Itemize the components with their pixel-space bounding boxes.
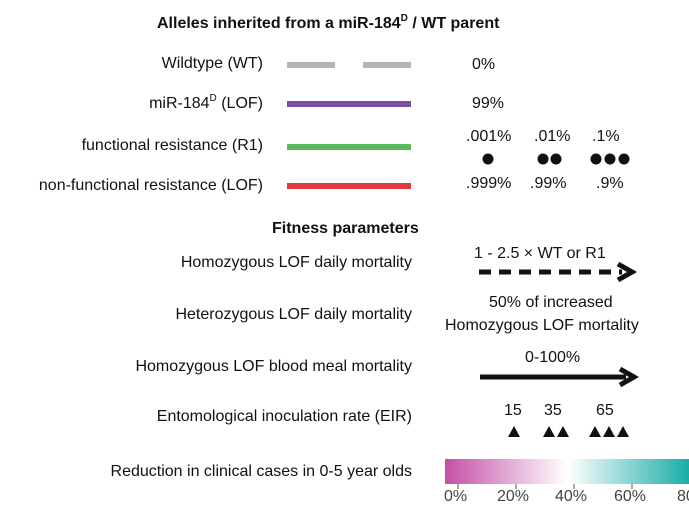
fitness-value-heterozygous-line1: 50% of increased <box>489 294 613 311</box>
solid-arrow-head <box>618 366 640 388</box>
triangle-3c <box>617 426 629 437</box>
triangle-2a <box>543 426 555 437</box>
triangle-2b <box>557 426 569 437</box>
mir184d-line <box>287 101 411 107</box>
colorbar-tick-label-40: 40% <box>555 488 588 505</box>
colorbar-gradient <box>445 459 689 484</box>
allele-label-functional-resistance: functional resistance (R1) <box>81 137 263 154</box>
wildtype-dashed-line <box>287 62 411 68</box>
resistance-bottom-3: .9% <box>596 175 624 192</box>
fitness-value-heterozygous-line2: Homozygous LOF mortality <box>445 317 639 334</box>
functional-resistance-line <box>287 144 411 150</box>
colorbar-tick-label-20: 20% <box>497 488 530 505</box>
fitness-value-homozygous-daily: 1 - 2.5 × WT or R1 <box>474 245 606 262</box>
resistance-top-1: .001% <box>466 128 512 145</box>
colorbar-tick-label-0: 0% <box>444 488 468 505</box>
resistance-top-3: .1% <box>592 128 620 145</box>
dot-1a <box>482 153 494 165</box>
nonfunctional-resistance-line <box>287 183 411 189</box>
eir-value-15: 15 <box>504 402 522 419</box>
allele-label-wildtype: Wildtype (WT) <box>161 55 263 72</box>
eir-value-35: 35 <box>544 402 562 419</box>
dot-2a <box>537 153 549 165</box>
resistance-bottom-2: .99% <box>530 175 567 192</box>
allele-value-mir184d: 99% <box>472 95 505 112</box>
dashed-arrow-head <box>616 261 638 283</box>
dot-3b <box>604 153 616 165</box>
fitness-title: Fitness parameters <box>272 220 419 237</box>
colorbar-label: Reduction in clinical cases in 0-5 year … <box>110 463 412 480</box>
allele-label-mir184d: miR-184D (LOF) <box>149 93 263 113</box>
fitness-label-eir: Entomological inoculation rate (EIR) <box>156 408 412 425</box>
allele-value-wildtype: 0% <box>472 56 496 73</box>
triangle-3b <box>603 426 615 437</box>
dot-2b <box>550 153 562 165</box>
dot-3c <box>618 153 630 165</box>
fitness-label-blood-meal: Homozygous LOF blood meal mortality <box>135 358 412 375</box>
resistance-top-2: .01% <box>534 128 571 145</box>
fitness-value-blood-meal: 0-100% <box>525 349 581 366</box>
allele-label-nonfunctional-resistance: non-functional resistance (LOF) <box>38 177 263 194</box>
alleles-title: Alleles inherited from a miR-184D / WT p… <box>157 13 500 33</box>
dot-3a <box>590 153 602 165</box>
triangle-1a <box>508 426 520 437</box>
eir-value-65: 65 <box>596 402 614 419</box>
triangle-3a <box>589 426 601 437</box>
resistance-bottom-1: .999% <box>466 175 512 192</box>
fitness-label-heterozygous-daily: Heterozygous LOF daily mortality <box>175 306 412 323</box>
colorbar-tick-label-80: 80 <box>677 488 689 505</box>
fitness-label-homozygous-daily: Homozygous LOF daily mortality <box>180 254 412 271</box>
colorbar-tick-label-60: 60% <box>614 488 647 505</box>
